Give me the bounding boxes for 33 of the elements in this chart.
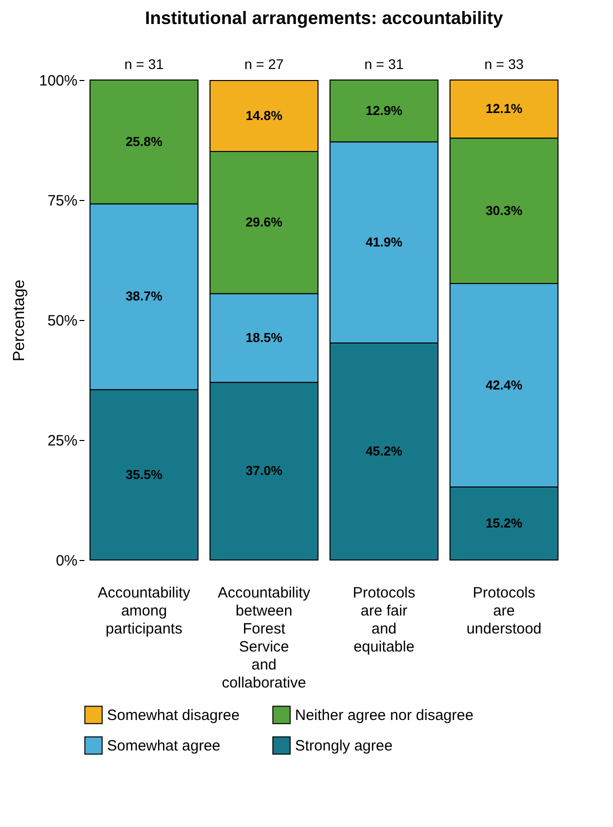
data-label: 37.0% bbox=[246, 463, 283, 478]
data-label: 45.2% bbox=[366, 444, 403, 459]
annotation: n = 27 bbox=[244, 56, 284, 72]
annotation: n = 33 bbox=[484, 56, 524, 72]
data-label: 41.9% bbox=[366, 234, 403, 250]
annotation: n = 31 bbox=[364, 56, 404, 72]
x-tick-label: Accountability among participants bbox=[98, 584, 191, 638]
legend-label: Strongly agree bbox=[295, 738, 393, 754]
data-label: 30.3% bbox=[486, 202, 523, 218]
annotation: n = 31 bbox=[124, 56, 164, 72]
y-tick-label: 50% bbox=[47, 312, 78, 330]
data-label: 15.2% bbox=[486, 516, 523, 531]
x-tick-label: Protocols are understood bbox=[466, 584, 542, 638]
y-tick-label: 0% bbox=[56, 552, 78, 570]
data-label: 12.9% bbox=[366, 102, 403, 118]
y-axis-title: Percentage bbox=[11, 279, 28, 362]
data-label: 25.8% bbox=[126, 134, 163, 149]
legend-label: Neither agree nor disagree bbox=[295, 706, 474, 724]
data-label: 18.5% bbox=[246, 330, 283, 345]
data-label: 14.8% bbox=[246, 108, 283, 123]
data-label: 12.1% bbox=[486, 101, 523, 116]
y-tick-label: 75% bbox=[47, 192, 78, 210]
x-tick-label: Accountability between Forest Service and collaborative bbox=[218, 584, 311, 692]
y-tick-label: 25% bbox=[47, 432, 78, 450]
x-tick-label: Protocols are fair and equitable bbox=[352, 584, 416, 656]
data-label: 42.4% bbox=[486, 377, 523, 392]
chart-title: Institutional arrangements: accountability bbox=[144, 8, 504, 28]
legend-label: Somewhat disagree bbox=[107, 706, 240, 724]
data-label: 35.5% bbox=[126, 466, 163, 482]
y-tick-label: 100% bbox=[39, 72, 78, 90]
data-label: 29.6% bbox=[246, 214, 283, 230]
legend-label: Somewhat agree bbox=[107, 738, 220, 754]
data-label: 38.7% bbox=[126, 288, 163, 304]
